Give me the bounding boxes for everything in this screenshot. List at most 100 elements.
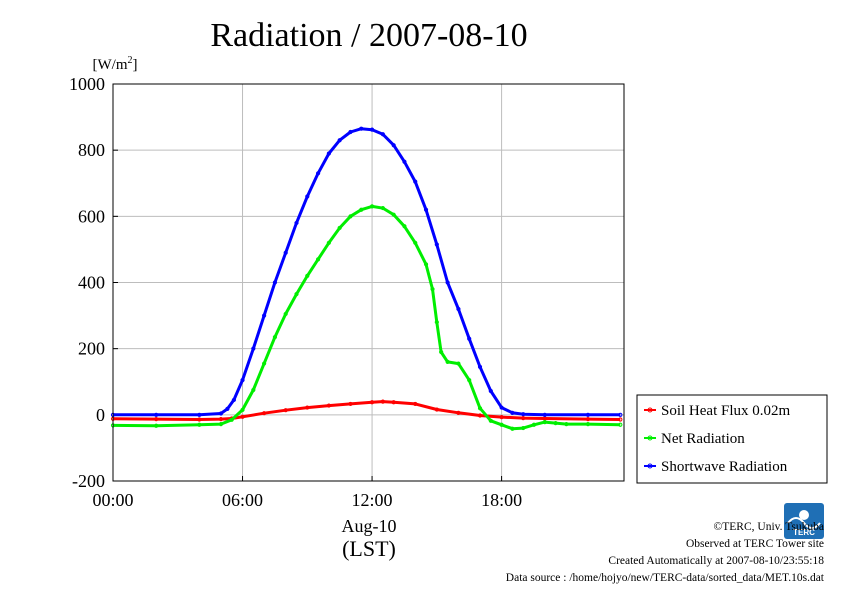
chart-title: Radiation / 2007-08-10 <box>210 17 527 54</box>
x-tick-label: 12:00 <box>352 490 393 510</box>
plot-frame <box>112 83 625 482</box>
data-point <box>369 127 375 132</box>
data-point <box>542 412 547 417</box>
data-point <box>477 413 483 418</box>
x-tick-label: 00:00 <box>92 490 133 510</box>
data-point <box>456 306 461 312</box>
data-point <box>240 377 245 383</box>
data-point <box>521 412 526 417</box>
data-point <box>326 151 331 156</box>
data-point <box>283 311 288 317</box>
data-point <box>467 377 472 383</box>
data-point <box>423 207 429 212</box>
data-point <box>337 138 342 143</box>
legend-marker <box>647 407 653 413</box>
data-point <box>391 143 396 148</box>
data-point <box>305 194 310 199</box>
data-point <box>477 406 483 411</box>
data-point <box>445 359 450 364</box>
data-point <box>359 126 364 131</box>
data-point <box>262 313 267 318</box>
data-point <box>391 400 396 405</box>
legend-label: Soil Heat Flux 0.02m <box>661 403 791 419</box>
data-point <box>240 414 245 419</box>
legend: Soil Heat Flux 0.02m Net Radiation Shortwa… <box>636 394 828 484</box>
credit-source: Data source : /home/hojyo/new/TERC-data/… <box>505 572 824 584</box>
grid-lines <box>113 84 624 481</box>
data-point <box>294 291 299 297</box>
data-point <box>197 412 202 417</box>
data-point <box>326 403 331 408</box>
credit-site: Observed at TERC Tower site <box>685 538 824 550</box>
legend-label: Shortwave Radiation <box>661 459 788 475</box>
data-point <box>380 205 385 211</box>
data-point <box>467 336 472 341</box>
data-point <box>218 411 224 416</box>
data-point <box>315 171 321 176</box>
data-point <box>348 401 353 407</box>
y-tick-label: 600 <box>78 206 105 226</box>
data-point <box>294 220 299 226</box>
credit-created: Created Automatically at 2007-08-10/23:5… <box>608 555 824 567</box>
data-point <box>564 421 569 427</box>
data-point <box>380 399 385 404</box>
data-point <box>521 425 526 431</box>
series-line-1 <box>112 204 621 431</box>
y-axis-unit: [W/m2] <box>93 55 138 73</box>
data-point <box>413 240 418 245</box>
data-point <box>197 422 202 427</box>
data-point <box>251 387 256 393</box>
data-point <box>585 421 591 427</box>
data-point <box>229 417 234 422</box>
data-point <box>510 426 515 431</box>
legend-marker <box>647 463 653 469</box>
data-point <box>197 417 202 422</box>
data-point <box>553 421 558 426</box>
terc-logo-icon: TERC <box>784 503 824 539</box>
data-point <box>434 320 439 325</box>
data-point <box>154 423 159 428</box>
data-point <box>380 132 385 137</box>
data-point <box>218 421 224 427</box>
data-point <box>154 412 159 417</box>
data-point <box>456 361 461 366</box>
data-point <box>231 397 236 403</box>
data-point <box>499 422 504 427</box>
data-point <box>618 422 623 427</box>
logo-text: TERC <box>793 528 815 537</box>
data-point <box>272 280 278 285</box>
data-point <box>531 422 537 427</box>
data-point <box>434 407 439 412</box>
data-point <box>337 225 342 231</box>
data-point <box>359 207 364 212</box>
x-axis-label-date: Aug-10 <box>342 516 397 536</box>
data-point <box>585 417 591 422</box>
data-point <box>585 412 591 417</box>
data-series <box>110 126 623 431</box>
y-axis-ticks: -200 0 200 400 600 800 1000 <box>69 74 118 491</box>
data-point <box>218 417 224 422</box>
x-axis-label-lst: (LST) <box>342 536 396 561</box>
credit-copyright: ©TERC, Univ. Tsukuba <box>713 521 824 533</box>
data-point <box>240 407 245 412</box>
data-point <box>445 280 450 285</box>
data-point <box>510 410 515 415</box>
data-point <box>348 214 353 219</box>
data-point <box>477 364 483 369</box>
data-point <box>283 250 288 255</box>
data-point <box>434 242 439 247</box>
data-point <box>283 408 288 413</box>
y-tick-label: -200 <box>72 471 105 491</box>
data-point <box>402 224 407 229</box>
legend-box <box>636 394 828 484</box>
data-point <box>305 273 310 278</box>
x-axis-ticks: 00:00 06:00 12:00 18:00 <box>92 476 522 510</box>
y-tick-label: 200 <box>78 339 105 359</box>
data-point <box>262 361 267 366</box>
data-point <box>423 262 429 267</box>
data-point <box>305 405 310 410</box>
data-point <box>499 405 504 410</box>
data-point <box>413 401 418 407</box>
series-line-0 <box>112 400 621 421</box>
